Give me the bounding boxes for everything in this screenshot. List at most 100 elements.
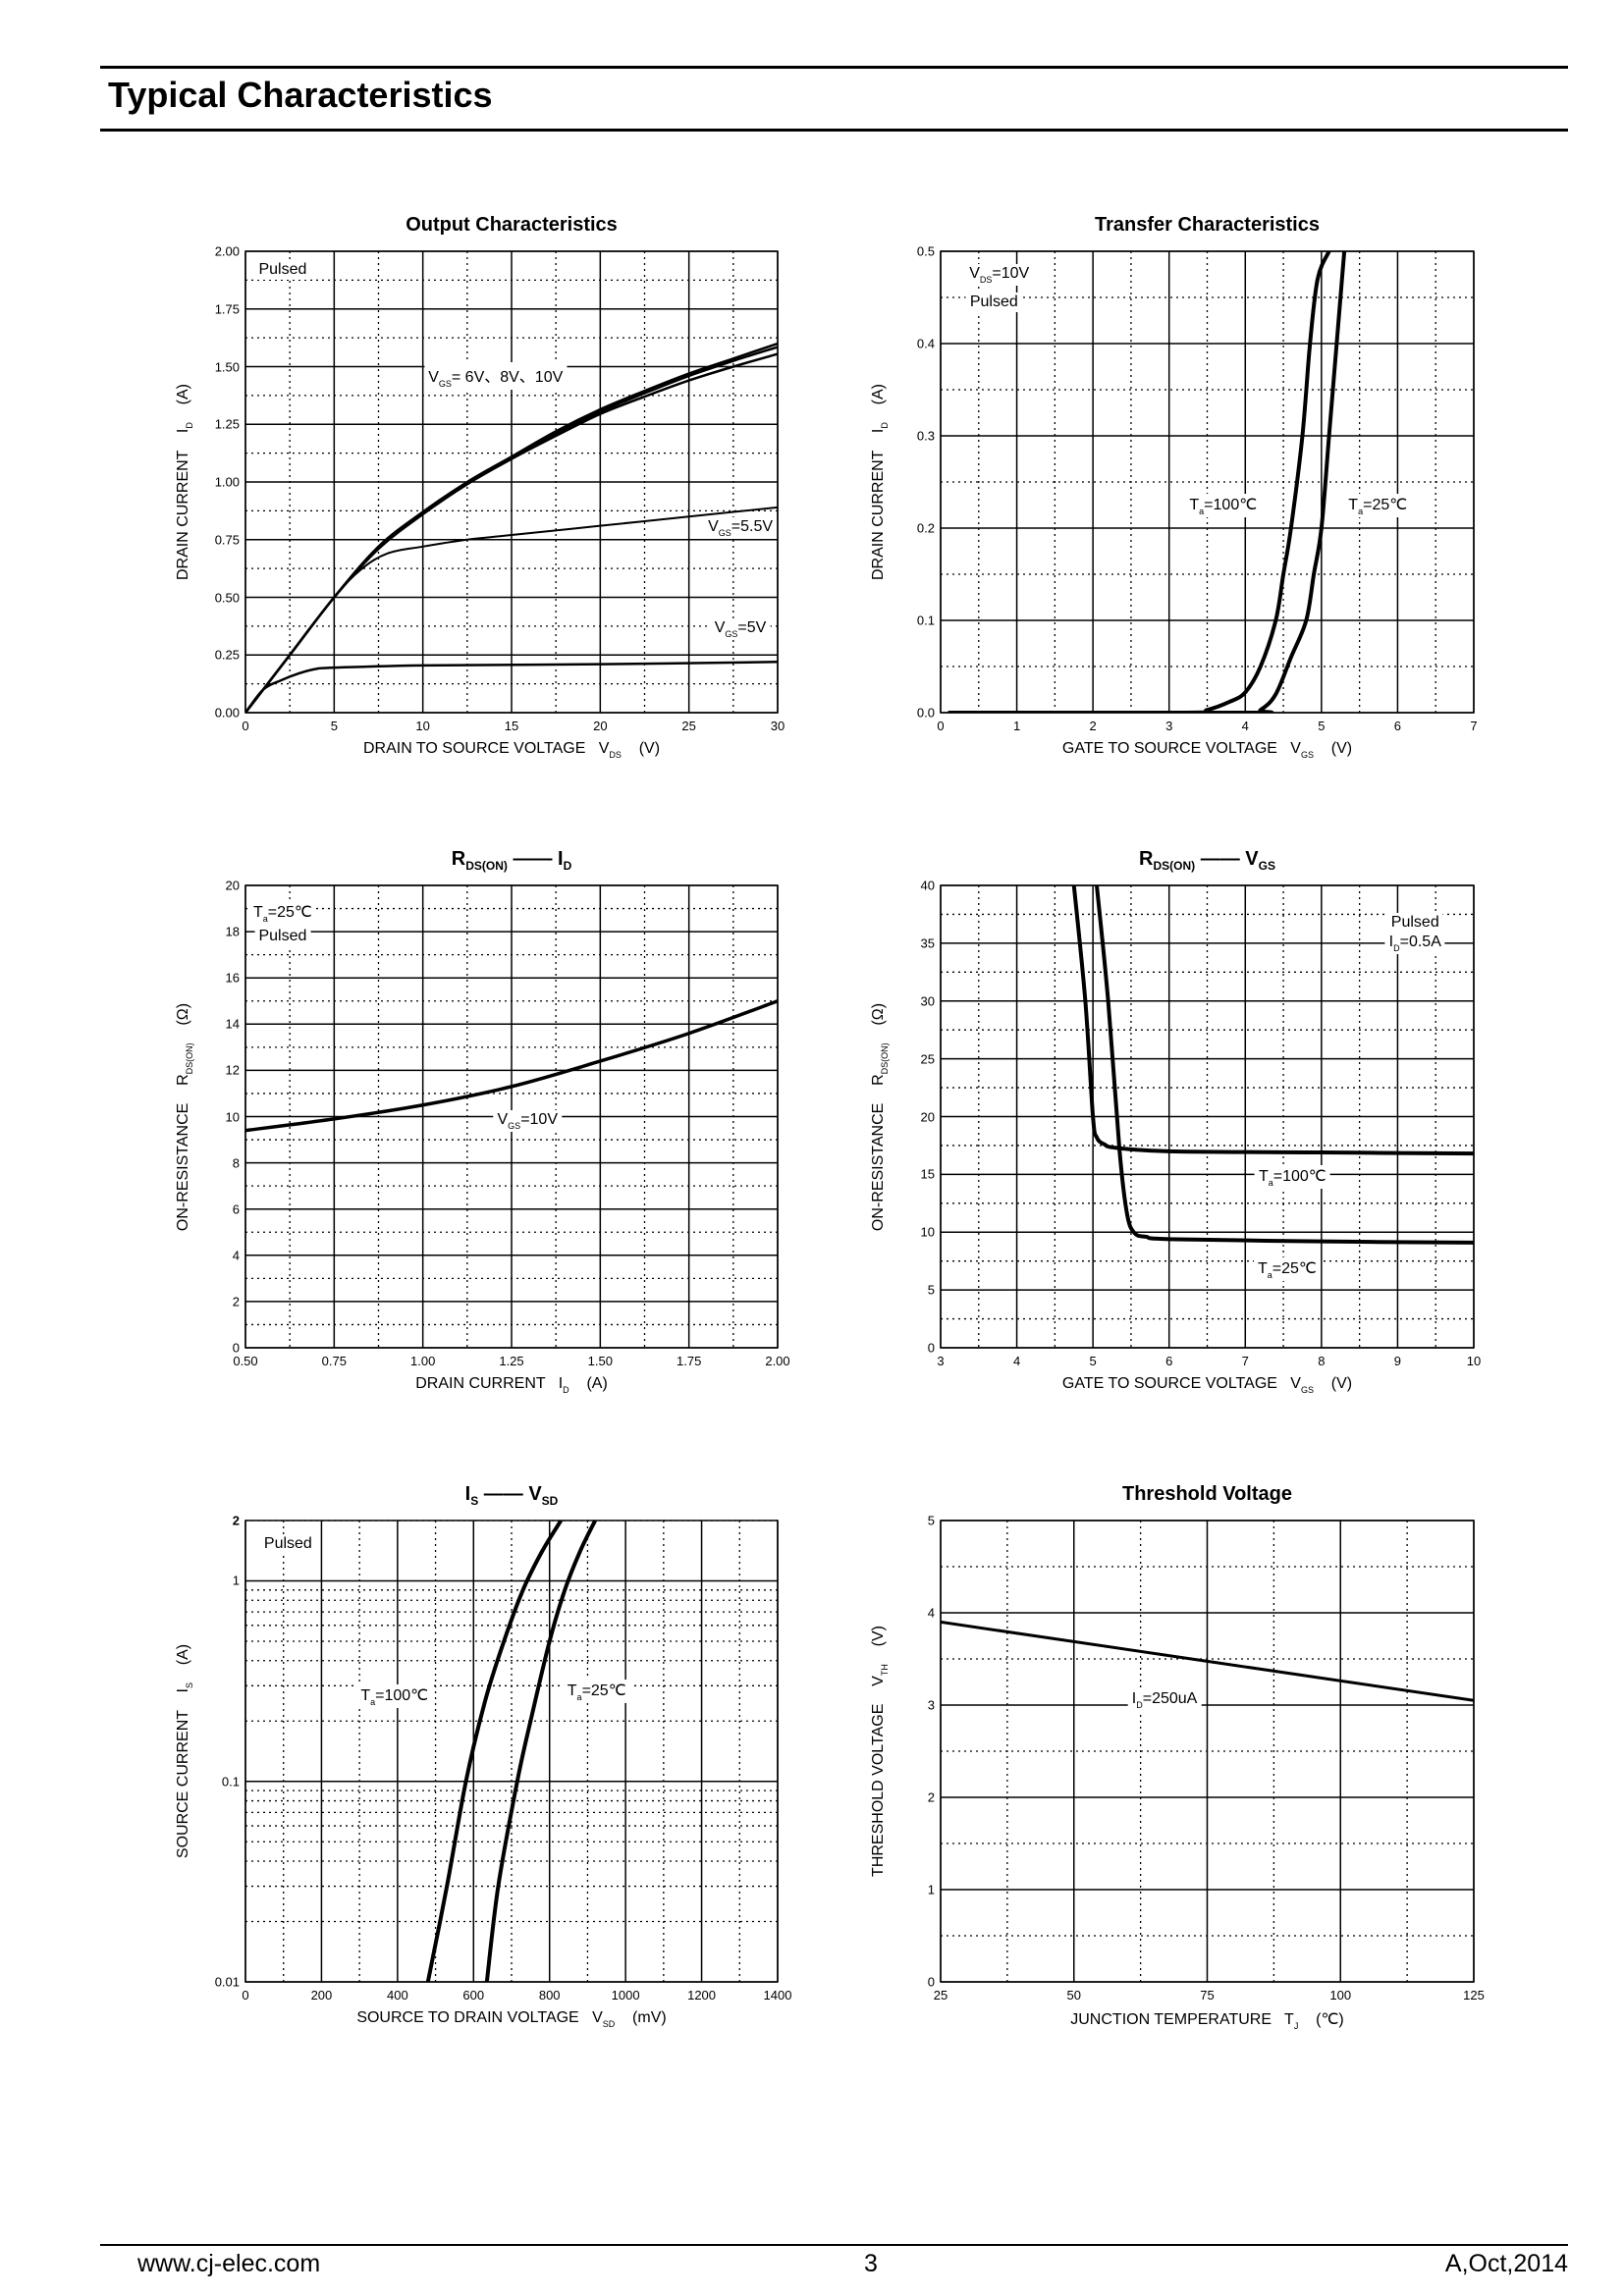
text-segment: I [1131,1690,1137,1708]
text-segment: Output Characteristics [406,214,618,236]
x-tick-label: 5 [1089,1354,1097,1368]
chart-annotation: Ta=25℃ [248,901,316,926]
subscript: a [1199,506,1205,516]
y-tick-label: 18 [225,924,240,939]
subscript: J [1293,2021,1299,2031]
x-tick-label: 25 [681,719,696,733]
plot-frame [244,884,779,1349]
series-line-ta-25-c [484,1521,597,1982]
text-segment: R [1139,848,1154,870]
plot-area [244,250,779,714]
x-tick-label: 4 [1012,1354,1021,1368]
x-tick-label: 1.25 [499,1354,524,1368]
y-tick-label: 0.4 [916,336,935,351]
footer-website[interactable]: www.cj-elec.com [137,2250,321,2277]
y-tick-label: 20 [225,878,240,893]
y-axis-label: SOURCE CURRENT IS (A) [175,1644,194,1858]
text-segment: (Ω) [870,1002,888,1042]
y-tick-label: 35 [920,935,935,951]
rdson-vs-vgs-chart: RDS(ON) —— VGS Pulsed ID=0.5A Ta=100℃ Ta=25℃… [870,848,1481,1395]
series-line-vgs-5-5v [245,506,778,713]
series-line-vgs-10v [245,342,778,713]
subscript: a [1358,506,1364,516]
x-axis-label: DRAIN CURRENT ID (A) [245,1375,778,1395]
chart-annotation: Pulsed [259,1533,316,1554]
text-segment: V [714,619,726,637]
text-segment: THRESHOLD VOLTAGE V [869,1676,887,1877]
subscript: GS [1300,750,1314,760]
header-bottom-rule [100,129,1568,132]
text-segment: (A) [175,1643,192,1683]
chart-title: RDS(ON) —— VGS [842,848,1572,873]
x-tick-label: 8 [1318,1354,1326,1368]
header-top-rule [100,66,1568,69]
y-tick-label: 6 [232,1201,240,1217]
text-segment: SOURCE CURRENT I [175,1688,192,1859]
plot-area [940,1520,1475,1983]
text-segment: (V) [1313,740,1353,757]
text-segment: DRAIN CURRENT I [415,1375,564,1392]
x-tick-label: 1400 [763,1988,792,2002]
text-segment: Threshold Voltage [1122,1483,1292,1505]
text-segment: Pulsed [258,927,307,944]
is-vs-vsd-chart: IS —— VSD Pulsed Ta=100℃ Ta=25℃ 0 200 400 600 80… [175,1483,791,2029]
y-tick-label: 10 [920,1224,935,1240]
subscript: a [1267,1269,1272,1280]
x-tick-label: 10 [415,719,430,733]
y-tick-label: 1.50 [214,359,240,374]
chart-annotation: ID=0.5A [1384,932,1445,954]
text-segment: I [464,1483,471,1505]
text-segment: T [1348,496,1359,513]
text-segment: T [1189,496,1200,513]
y-axis-label: DRAIN CURRENT ID (A) [175,384,194,580]
series-layer [1071,885,1474,1245]
transfer-characteristics-chart: Transfer Characteristics VDS=10V Pulsed Ta=… [870,214,1478,760]
chart-annotation: VGS= 6V、8V、10V [424,361,568,390]
chart-annotation: Ta=25℃ [1344,493,1412,517]
x-tick-label: 200 [310,1988,333,2002]
y-tick-label: 0.00 [214,705,240,721]
text-segment: =100℃ [1272,1167,1326,1185]
output-characteristics-chart: Output Characteristics Pulsed VGS= 6V、8V、1… [175,214,785,760]
text-segment: —— V [1195,848,1259,870]
series-line-vgs-8v [245,346,778,713]
x-tick-label: 1.50 [587,1354,613,1368]
y-tick-label: 2 [232,1513,240,1528]
x-tick-label: 400 [386,1988,408,2002]
plot-area [244,884,779,1349]
text-segment: = 6V、8V、10V [451,368,564,386]
x-tick-label: 125 [1463,1988,1485,2002]
text-segment: (℃) [1298,2011,1344,2028]
text-segment: —— V [478,1483,542,1505]
footer-page-number: 3 [864,2250,878,2277]
x-tick-label: 3 [937,1354,945,1368]
y-tick-label: 0.1 [221,1774,240,1789]
x-axis-label: DRAIN TO SOURCE VOLTAGE VDS (V) [245,740,778,760]
x-tick-label: 0 [937,719,945,733]
y-tick-label: 4 [927,1605,935,1621]
text-segment: V [708,518,719,535]
text-segment: =10V [520,1111,558,1129]
x-axis-label: JUNCTION TEMPERATURE TJ (℃) [941,2009,1474,2031]
subscript: a [262,914,268,925]
y-tick-label: 10 [225,1109,240,1124]
plot-frame [940,1520,1475,1983]
chart-title: Output Characteristics [147,214,876,237]
text-segment: T [1258,1167,1269,1185]
y-tick-label: 0.5 [916,243,935,259]
text-segment: T [252,904,263,922]
y-tick-label: 1.25 [214,416,240,432]
x-tick-label: 75 [1200,1988,1215,2002]
subscript: a [1268,1177,1273,1188]
chart-annotation: VGS=10V [493,1110,562,1133]
subscript: a [576,1691,582,1702]
y-axis-label: ON-RESISTANCE RDS(ON) (Ω) [870,1002,890,1230]
x-tick-label: 0.50 [233,1354,258,1368]
y-axis-label: THRESHOLD VOLTAGE VTH (V) [870,1626,890,1877]
subscript: GS [725,629,738,640]
y-tick-label: 2 [927,1789,935,1805]
x-tick-label: 10 [1466,1354,1482,1368]
text-segment: Transfer Characteristics [1094,214,1320,236]
y-tick-label: 0.50 [214,590,240,605]
subscript: SD [541,1494,559,1508]
